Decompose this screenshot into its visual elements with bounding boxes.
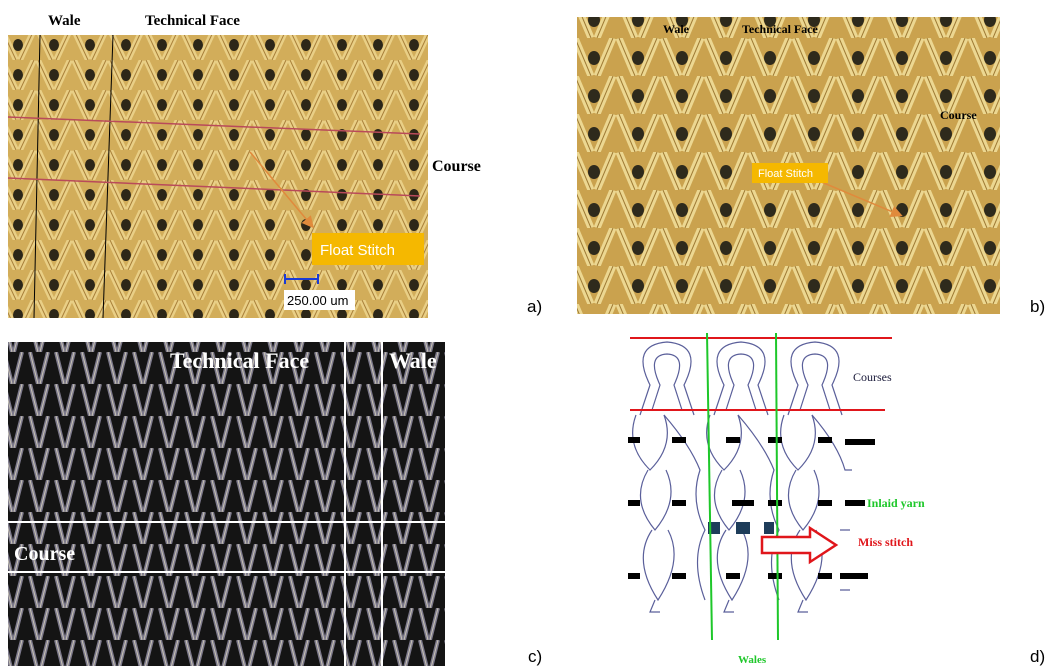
label: Wales — [738, 654, 767, 666]
label: Courses — [853, 370, 892, 384]
label: Miss stitch — [858, 535, 913, 549]
label: Course — [14, 543, 75, 565]
panel-label: c) — [528, 647, 542, 666]
wale-line — [707, 333, 712, 640]
label: Inlaid yarn — [867, 496, 925, 510]
panel-label: d) — [1030, 647, 1045, 666]
inlaid-yarn — [628, 437, 875, 579]
label: Wale — [48, 13, 81, 29]
label: Wale — [663, 22, 690, 36]
panel-label: a) — [527, 297, 542, 316]
miss-stitch — [708, 522, 774, 534]
label: Wale — [389, 348, 437, 373]
label: Technical Face — [145, 13, 240, 29]
label: Course — [940, 108, 977, 122]
photo-a — [8, 35, 428, 318]
label: Technical Face — [170, 348, 309, 373]
loop-diagram — [633, 342, 852, 612]
label: 250.00 um — [287, 293, 348, 308]
label: Float Stitch — [758, 168, 813, 180]
label: Technical Face — [742, 22, 819, 36]
label: Course — [432, 158, 481, 175]
photo-c — [8, 342, 445, 666]
label: Float Stitch — [320, 242, 395, 259]
figure: Wale Technical Face Course Float Stitch … — [0, 0, 1051, 666]
panel-label: b) — [1030, 297, 1045, 316]
